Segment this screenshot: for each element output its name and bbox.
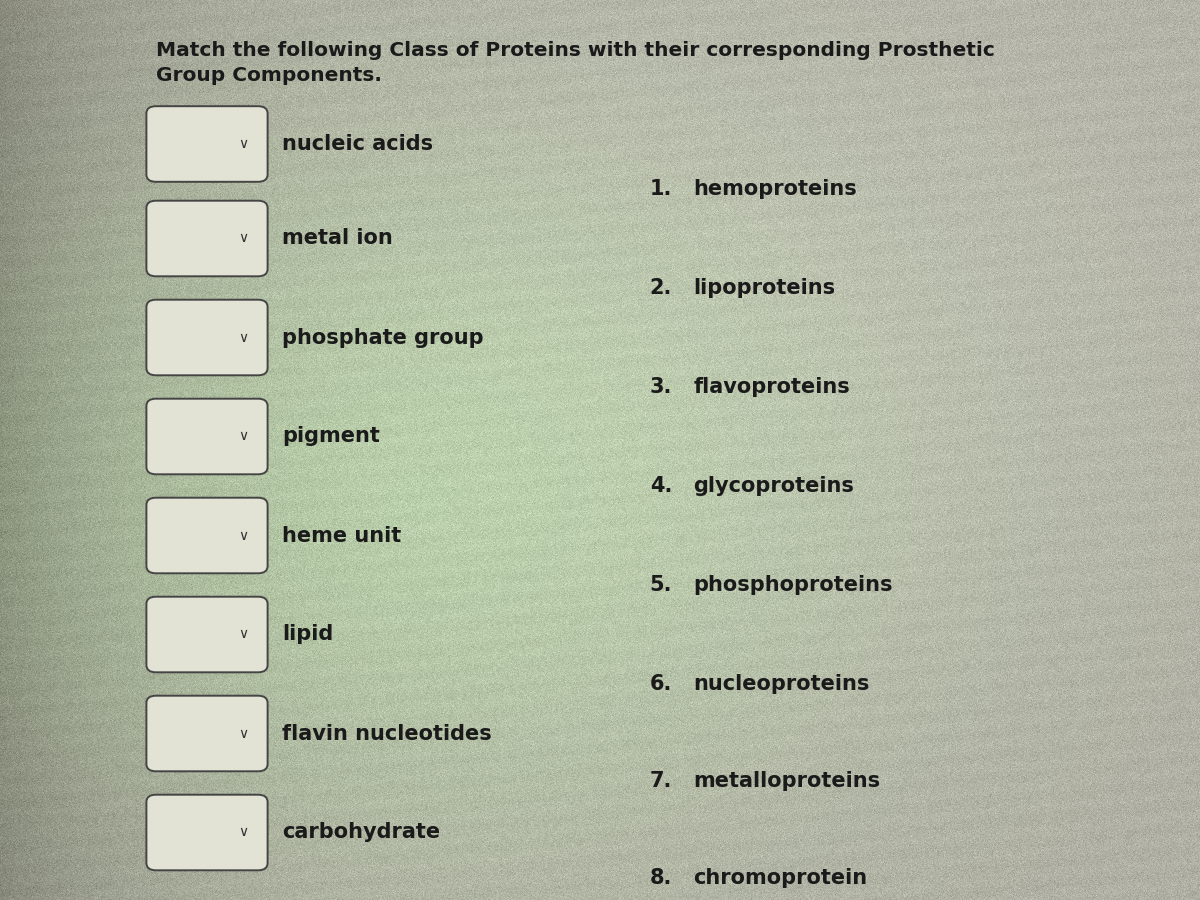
Text: 1.: 1. — [649, 179, 672, 199]
Text: hemoproteins: hemoproteins — [694, 179, 857, 199]
Text: nucleoproteins: nucleoproteins — [694, 674, 870, 694]
Text: lipid: lipid — [282, 625, 334, 644]
FancyBboxPatch shape — [146, 498, 268, 573]
Text: phosphate group: phosphate group — [282, 328, 484, 347]
Text: ∨: ∨ — [239, 231, 248, 246]
Text: ∨: ∨ — [239, 429, 248, 444]
FancyBboxPatch shape — [146, 201, 268, 276]
Text: flavoproteins: flavoproteins — [694, 377, 851, 397]
Text: lipoproteins: lipoproteins — [694, 278, 835, 298]
Text: pigment: pigment — [282, 427, 380, 446]
FancyBboxPatch shape — [146, 696, 268, 771]
FancyBboxPatch shape — [146, 795, 268, 870]
Text: ∨: ∨ — [239, 726, 248, 741]
Text: 3.: 3. — [649, 377, 672, 397]
Text: phosphoproteins: phosphoproteins — [694, 575, 893, 595]
Text: carbohydrate: carbohydrate — [282, 823, 440, 842]
Text: ∨: ∨ — [239, 627, 248, 642]
Text: 7.: 7. — [649, 771, 672, 791]
Text: metal ion: metal ion — [282, 229, 392, 248]
Text: 6.: 6. — [649, 674, 672, 694]
Text: ∨: ∨ — [239, 528, 248, 543]
Text: 4.: 4. — [649, 476, 672, 496]
FancyBboxPatch shape — [146, 106, 268, 182]
Text: heme unit: heme unit — [282, 526, 401, 545]
Text: 5.: 5. — [649, 575, 672, 595]
FancyBboxPatch shape — [146, 300, 268, 375]
FancyBboxPatch shape — [146, 399, 268, 474]
Text: flavin nucleotides: flavin nucleotides — [282, 724, 492, 743]
Text: ∨: ∨ — [239, 330, 248, 345]
FancyBboxPatch shape — [146, 597, 268, 672]
Text: ∨: ∨ — [239, 825, 248, 840]
Text: chromoprotein: chromoprotein — [694, 868, 868, 887]
Text: nucleic acids: nucleic acids — [282, 134, 433, 154]
Text: Match the following Class of Proteins with their corresponding Prosthetic
Group : Match the following Class of Proteins wi… — [156, 40, 995, 86]
Text: metalloproteins: metalloproteins — [694, 771, 881, 791]
Text: 2.: 2. — [649, 278, 672, 298]
Text: 8.: 8. — [649, 868, 672, 887]
Text: glycoproteins: glycoproteins — [694, 476, 854, 496]
Text: ∨: ∨ — [239, 137, 248, 151]
